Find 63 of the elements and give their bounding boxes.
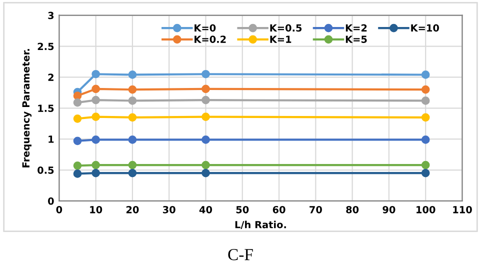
point bbox=[73, 170, 82, 178]
point bbox=[421, 160, 430, 170]
y-tick-label: 3 bbox=[48, 12, 54, 20]
point bbox=[421, 85, 430, 94]
point bbox=[92, 96, 100, 104]
point bbox=[128, 85, 137, 94]
point bbox=[73, 162, 82, 170]
point bbox=[202, 136, 210, 144]
point bbox=[421, 113, 430, 122]
x-tick-label: 30 bbox=[162, 206, 176, 214]
point bbox=[73, 136, 82, 146]
y-axis-title: Frequency Parameter. bbox=[22, 49, 32, 168]
x-tick-label: 110 bbox=[453, 206, 472, 214]
point bbox=[92, 112, 100, 121]
x-tick-label: 60 bbox=[272, 206, 286, 214]
x-tick-label: 50 bbox=[236, 206, 249, 214]
point bbox=[92, 70, 100, 78]
point bbox=[73, 114, 82, 123]
point bbox=[202, 70, 210, 78]
y-tick-label: 1 bbox=[48, 136, 54, 143]
point bbox=[92, 136, 100, 144]
x-tick-label: 100 bbox=[416, 206, 436, 214]
x-axis-title: L/h Ratio. bbox=[235, 220, 286, 230]
point bbox=[128, 168, 137, 178]
legend-label: K=5 bbox=[346, 36, 367, 43]
legend-label: K=10 bbox=[411, 24, 439, 32]
point bbox=[202, 84, 210, 94]
point bbox=[92, 160, 100, 170]
point bbox=[92, 168, 100, 178]
legend-label: K=2 bbox=[346, 24, 367, 32]
y-tick-label: 2.5 bbox=[38, 42, 54, 50]
point bbox=[421, 96, 430, 105]
legend-label: K=0.5 bbox=[270, 24, 302, 32]
y-tick-label: 0 bbox=[48, 197, 54, 205]
point bbox=[202, 112, 210, 121]
point bbox=[202, 96, 210, 104]
legend-label: K=0.2 bbox=[194, 36, 226, 43]
point bbox=[202, 160, 210, 170]
point bbox=[202, 168, 210, 178]
y-tick-label: 1.5 bbox=[38, 104, 54, 112]
x-tick-label: 90 bbox=[382, 206, 396, 214]
x-tick-label: 40 bbox=[199, 206, 212, 214]
point bbox=[128, 160, 137, 170]
point bbox=[421, 168, 430, 178]
x-tick-label: 70 bbox=[310, 206, 322, 214]
legend-label: K=0 bbox=[194, 24, 216, 32]
x-tick-label: 0 bbox=[56, 206, 62, 214]
point bbox=[128, 136, 137, 144]
point bbox=[421, 70, 430, 79]
x-tick-label: 20 bbox=[126, 206, 139, 214]
point bbox=[92, 84, 100, 94]
text: C-F bbox=[228, 249, 253, 260]
x-tick-label: 80 bbox=[346, 206, 359, 214]
x-tick-label: 10 bbox=[90, 206, 102, 214]
point bbox=[73, 92, 82, 100]
point bbox=[421, 136, 430, 144]
point bbox=[128, 113, 137, 122]
y-tick-label: 2 bbox=[48, 74, 54, 81]
y-tick-label: 0.5 bbox=[38, 166, 54, 174]
legend-label: K=1 bbox=[270, 36, 292, 43]
point bbox=[128, 96, 137, 105]
point bbox=[73, 98, 82, 107]
point bbox=[128, 70, 137, 79]
